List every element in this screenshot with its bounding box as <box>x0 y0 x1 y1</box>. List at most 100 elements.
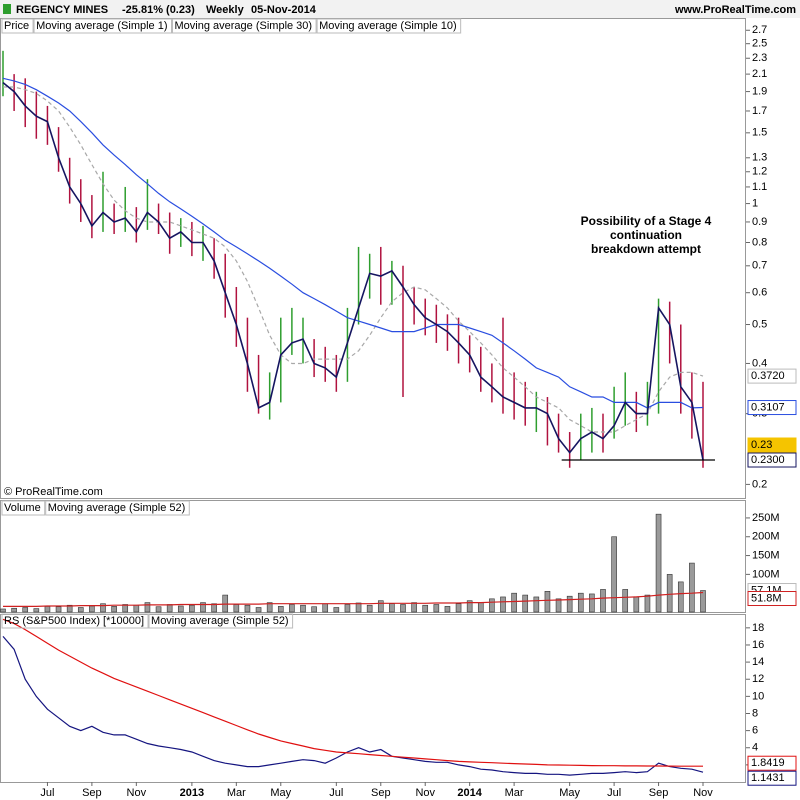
x-tick-label: Nov <box>127 787 147 799</box>
last-value-label: 0.3107 <box>751 401 785 413</box>
last-value-box <box>747 368 797 384</box>
y-tick-label: 0.5 <box>752 318 767 330</box>
volume-bar <box>700 590 706 613</box>
volume-bar <box>311 606 317 613</box>
y-tick-label: 200M <box>752 531 780 543</box>
volume-bar <box>600 589 606 613</box>
volume-bar <box>422 604 429 613</box>
y-tick-label: 2.1 <box>752 68 767 80</box>
volume-bar <box>289 604 295 613</box>
volume-bar <box>66 604 73 613</box>
last-value-label: 1.1431 <box>751 772 785 784</box>
volume-bar <box>522 594 529 613</box>
y-tick-label: 250M <box>752 512 780 524</box>
logo-icon <box>3 4 11 14</box>
legend-entry: Volume <box>4 502 41 514</box>
volume-bar <box>655 513 662 613</box>
legend-entry: Moving average (Simple 52) <box>151 615 289 627</box>
volume-bar <box>644 594 651 613</box>
volume-bar <box>44 606 51 613</box>
legend-box <box>45 500 190 516</box>
volume-bar <box>366 604 373 613</box>
volume-bar <box>533 596 540 613</box>
volume-bar <box>77 607 84 613</box>
y-tick-label: 1.1 <box>752 181 767 193</box>
annotation: Possibility of a Stage 4 <box>581 214 712 228</box>
last-value-box <box>747 452 797 468</box>
y-tick-label: 100M <box>752 568 780 580</box>
volume-bar <box>400 604 406 613</box>
copyright: © ProRealTime.com <box>4 486 103 498</box>
volume-bar <box>544 591 551 613</box>
x-tick-label: Mar <box>227 787 246 799</box>
series-line <box>3 591 704 607</box>
legend-entry: Moving average (Simple 52) <box>48 502 186 514</box>
volume-panel <box>0 500 746 613</box>
y-tick-label: 14 <box>752 656 764 668</box>
instrument: REGENCY MINES <box>16 4 108 16</box>
volume-bar <box>666 574 673 613</box>
x-tick-label: Sep <box>371 787 391 799</box>
legend-box <box>148 613 294 629</box>
volume-bar <box>477 602 484 613</box>
legend-entry: RS (S&P500 Index) [*10000] <box>4 615 144 627</box>
x-tick-label: Mar <box>505 787 524 799</box>
volume-bar <box>433 604 440 613</box>
legend-entry: Price <box>4 20 29 32</box>
y-tick-label: 1 <box>752 197 758 209</box>
volume-bar <box>144 602 151 613</box>
y-tick-label: 2.7 <box>752 24 767 36</box>
volume-bar <box>0 608 6 613</box>
last-value-box <box>747 400 797 416</box>
volume-bar <box>389 603 395 613</box>
volume-bar <box>555 598 562 613</box>
volume-bar <box>689 562 695 613</box>
site: www.ProRealTime.com <box>674 4 796 16</box>
volume-bar <box>266 602 273 613</box>
y-tick-label: 10 <box>752 690 764 702</box>
volume-bar <box>155 606 162 613</box>
volume-bar <box>133 604 140 613</box>
y-tick-label: 2.5 <box>752 38 767 50</box>
x-tick-label: May <box>559 787 580 799</box>
y-tick-label: 1.5 <box>752 127 767 139</box>
volume-bar <box>100 603 106 613</box>
volume-bar <box>322 603 329 613</box>
y-tick-label: 0.2 <box>752 478 767 490</box>
x-tick-label: Jul <box>40 787 54 799</box>
volume-bar <box>577 592 584 613</box>
last-value-box <box>747 591 797 607</box>
volume-bar <box>166 604 173 613</box>
volume-bar <box>677 581 684 613</box>
volume-bar <box>122 604 129 613</box>
x-tick-label: Jul <box>607 787 621 799</box>
x-tick-label: Jul <box>329 787 343 799</box>
y-tick-label: 0.4 <box>752 357 767 369</box>
legend-box <box>1 613 149 629</box>
volume-bar <box>89 605 95 613</box>
x-tick-label: Nov <box>415 787 435 799</box>
y-tick-label: 18 <box>752 622 764 634</box>
series-line <box>2 81 704 461</box>
x-tick-label: Sep <box>82 787 102 799</box>
legend-entry: Moving average (Simple 30) <box>175 20 313 32</box>
y-tick-label: 0.9 <box>752 216 767 228</box>
last-value-box <box>747 770 797 786</box>
x-tick-label: 2014 <box>457 787 482 799</box>
y-tick-label: 0.8 <box>752 236 767 248</box>
volume-bar <box>444 606 451 613</box>
volume-bar <box>566 595 573 613</box>
volume-bar <box>355 602 362 613</box>
y-tick-label: 8 <box>752 707 758 719</box>
volume-bar <box>200 602 206 613</box>
legend-entry: Moving average (Simple 1) <box>36 20 167 32</box>
legend-box <box>1 18 34 34</box>
last-value-label: 0.2300 <box>751 454 785 466</box>
volume-bar <box>211 603 217 613</box>
y-tick-label: 1.2 <box>752 166 767 178</box>
last-value-label: 0.23 <box>751 439 772 451</box>
volume-bar <box>244 604 251 613</box>
x-tick-label: Sep <box>649 787 669 799</box>
x-tick-label: May <box>270 787 291 799</box>
